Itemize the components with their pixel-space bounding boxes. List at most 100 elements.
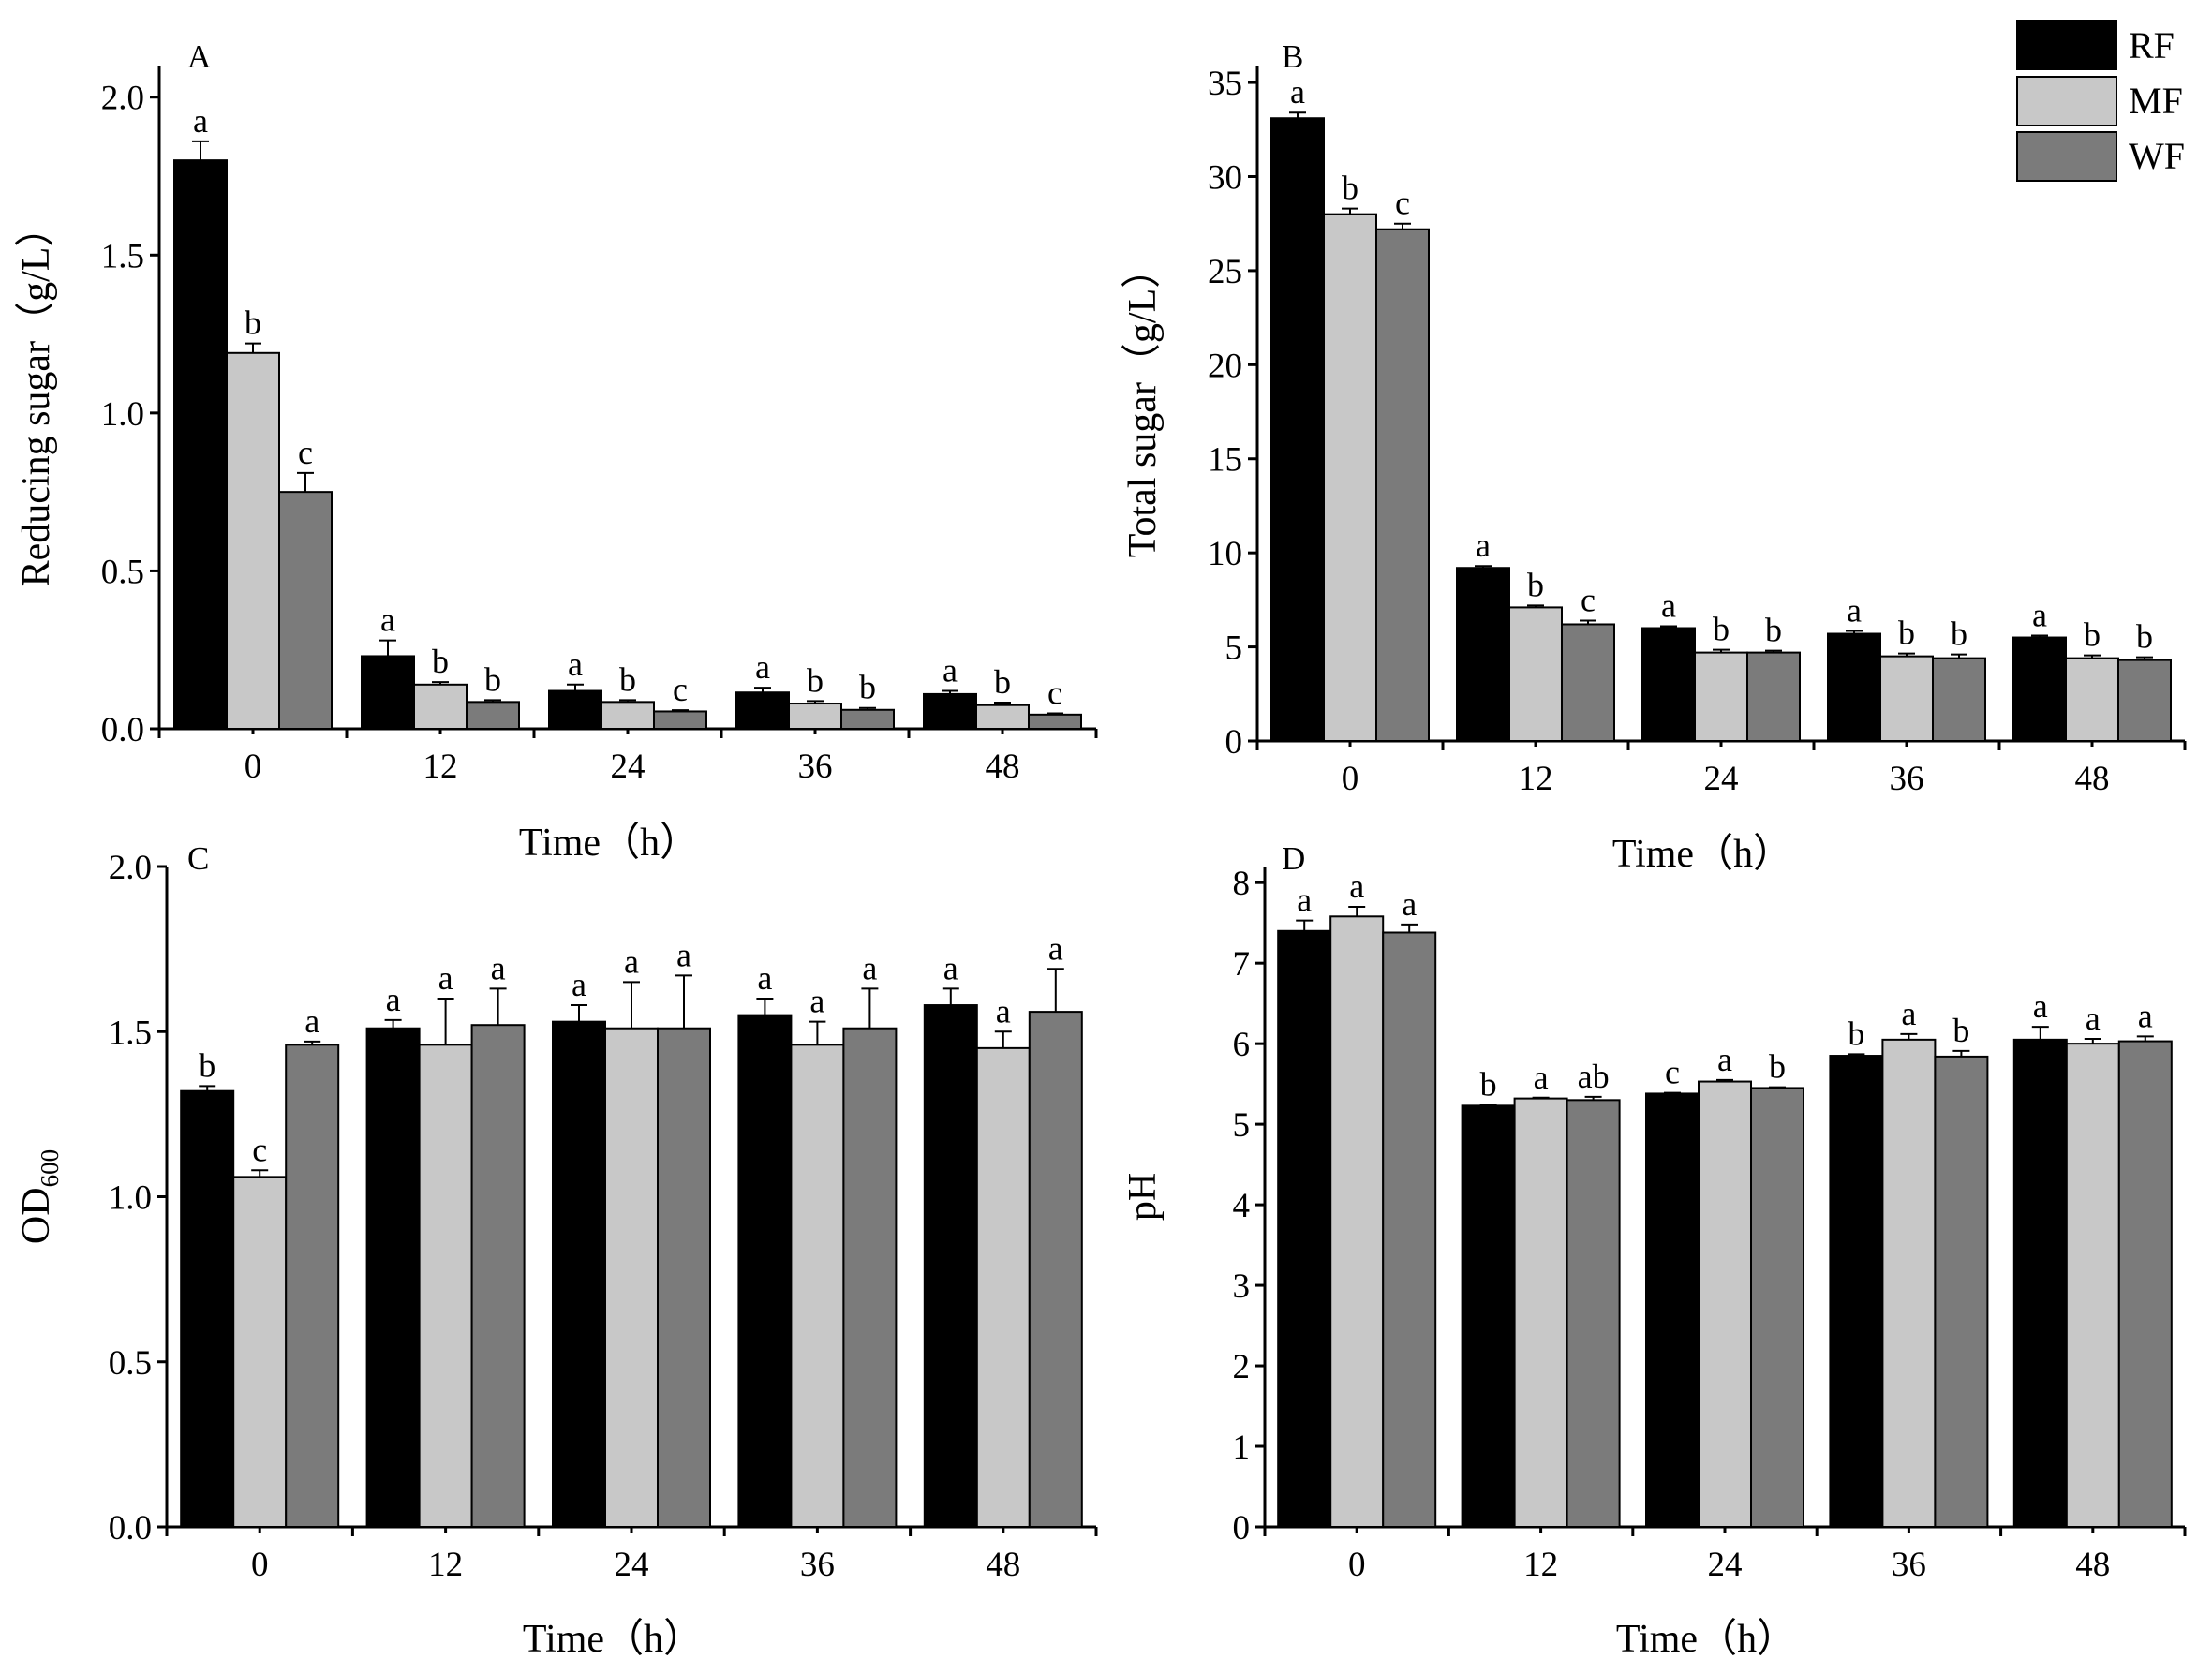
bar-c-mf-24	[604, 1027, 659, 1528]
y-tick-label-a: 0.5	[101, 553, 144, 591]
y-axis-subscript-c: 600	[36, 1149, 64, 1188]
x-tick-label-b: 48	[2075, 760, 2110, 798]
sig-letter-d: b	[1848, 1015, 1864, 1052]
bar-b-mf-48	[2065, 657, 2119, 743]
bar-d-rf-0	[1277, 929, 1332, 1528]
sig-letter-d: a	[2086, 1000, 2101, 1037]
y-tick-label-c: 1.0	[109, 1179, 152, 1218]
sig-letter-d: a	[1349, 867, 1364, 905]
sig-letter-a: c	[1047, 674, 1062, 711]
bar-a-wf-36	[840, 708, 895, 730]
sig-letter-d: a	[1717, 1041, 1732, 1078]
sig-letter-c: a	[491, 949, 506, 986]
bar-d-mf-48	[2065, 1043, 2120, 1528]
y-tick-label-d: 3	[1233, 1267, 1251, 1306]
bar-a-mf-36	[788, 703, 842, 730]
y-tick-label-b: 20	[1208, 347, 1242, 385]
sig-letter-d: a	[1402, 885, 1417, 923]
y-tick-label-d: 4	[1233, 1187, 1251, 1225]
bar-d-rf-36	[1829, 1055, 1884, 1529]
bar-d-wf-36	[1934, 1055, 1989, 1529]
bar-a-mf-12	[413, 683, 468, 730]
sig-letter-d: a	[1297, 881, 1312, 919]
y-tick-label-a: 0.0	[101, 711, 144, 749]
sig-letter-b: b	[1527, 566, 1544, 603]
panel-letter-b: B	[1282, 38, 1303, 75]
bar-c-mf-36	[790, 1044, 845, 1528]
bar-a-rf-48	[923, 692, 977, 731]
sig-letter-a: a	[193, 102, 208, 140]
sig-letter-d: b	[1952, 1012, 1969, 1049]
legend-label-mf: MF	[2129, 80, 2183, 122]
panel-letter-c: C	[187, 840, 209, 877]
sig-letter-a: a	[755, 648, 770, 686]
sig-letter-c: a	[757, 959, 772, 997]
x-tick-label-d: 24	[1708, 1546, 1743, 1584]
x-tick-label-a: 48	[986, 748, 1020, 786]
sig-letter-a: a	[380, 601, 395, 639]
bar-b-mf-36	[1879, 655, 1934, 743]
sig-letter-a: c	[298, 434, 313, 471]
sig-letter-a: b	[432, 643, 449, 680]
bar-c-wf-36	[842, 1027, 898, 1528]
y-tick-label-b: 15	[1208, 441, 1242, 480]
y-tick-label-c: 2.0	[109, 849, 152, 887]
legend-label-wf: WF	[2129, 135, 2185, 177]
sig-letter-d: a	[2138, 997, 2153, 1034]
x-tick-label-a: 12	[423, 748, 458, 786]
y-tick-label-d: 6	[1233, 1026, 1251, 1064]
y-axis-title-a: Reducing sugar（g/L）	[15, 208, 58, 587]
x-tick-label-a: 24	[611, 748, 646, 786]
bar-a-wf-12	[466, 701, 520, 730]
bar-d-wf-12	[1566, 1099, 1621, 1528]
sig-letter-b: a	[1290, 73, 1305, 111]
y-tick-label-d: 7	[1233, 945, 1251, 984]
bar-b-mf-24	[1694, 651, 1748, 742]
y-axis-title-b: Total sugar（g/L）	[1121, 249, 1165, 558]
sig-letter-a: c	[673, 671, 688, 708]
sig-letter-b: c	[1581, 581, 1596, 618]
bar-b-rf-48	[2012, 636, 2067, 743]
bar-c-rf-12	[365, 1027, 421, 1528]
bar-c-rf-24	[552, 1020, 606, 1529]
x-tick-label-b: 12	[1519, 760, 1553, 798]
sig-letter-b: b	[1898, 615, 1915, 652]
sig-letter-c: a	[572, 966, 586, 1003]
bar-d-mf-24	[1698, 1080, 1752, 1529]
bar-d-wf-24	[1750, 1087, 1804, 1529]
y-tick-label-b: 25	[1208, 253, 1242, 291]
bar-c-wf-12	[470, 1024, 526, 1528]
bar-c-mf-12	[418, 1044, 473, 1528]
sig-letter-b: b	[1765, 612, 1782, 649]
x-tick-label-d: 0	[1348, 1546, 1366, 1584]
x-tick-label-a: 0	[245, 748, 262, 786]
bar-a-rf-0	[173, 159, 228, 730]
sig-letter-d: c	[1665, 1054, 1680, 1091]
y-tick-label-d: 1	[1233, 1429, 1251, 1467]
bar-d-wf-48	[2117, 1040, 2173, 1528]
sig-letter-b: b	[1951, 615, 1967, 653]
bar-d-mf-36	[1881, 1038, 1937, 1528]
sig-letter-c: a	[809, 983, 824, 1020]
bar-d-rf-24	[1645, 1092, 1700, 1528]
x-tick-label-d: 36	[1892, 1546, 1926, 1584]
legend-swatch-wf	[2016, 131, 2117, 182]
sig-letter-d: a	[1534, 1059, 1549, 1096]
x-axis-title-a: Time（h）	[519, 822, 699, 865]
bar-b-rf-12	[1456, 567, 1510, 742]
bar-d-wf-0	[1382, 931, 1437, 1528]
sig-letter-b: b	[2084, 616, 2101, 654]
y-axis-title-c: OD600	[15, 1149, 64, 1244]
panel-letter-a: A	[187, 38, 212, 75]
sig-letter-c: a	[438, 959, 453, 997]
bar-c-wf-48	[1028, 1011, 1083, 1528]
y-tick-label-a: 1.5	[101, 237, 144, 275]
y-tick-label-b: 30	[1208, 158, 1242, 197]
bar-a-mf-24	[601, 701, 655, 730]
y-tick-label-b: 10	[1208, 535, 1242, 573]
y-tick-label-c: 1.5	[109, 1014, 152, 1052]
